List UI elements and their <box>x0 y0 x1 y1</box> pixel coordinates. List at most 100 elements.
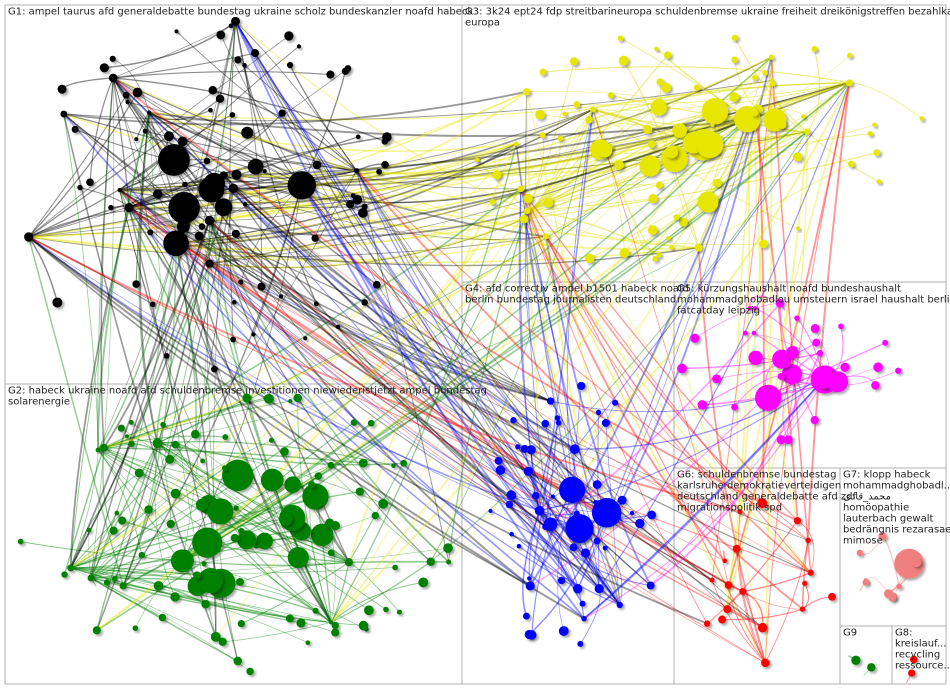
node <box>786 346 799 359</box>
edge <box>300 184 579 590</box>
group-label: G6: schuldenbremse bundestag <box>677 469 836 480</box>
node <box>264 393 275 404</box>
edge <box>490 510 600 590</box>
node <box>163 230 189 257</box>
edge <box>97 449 199 587</box>
node <box>313 301 319 307</box>
group-labels: G1: ampel taurus afd generaldebatte bund… <box>8 6 950 671</box>
edge <box>157 442 370 611</box>
node <box>559 476 586 504</box>
node <box>287 171 316 200</box>
edge <box>301 109 594 186</box>
edge <box>356 170 608 514</box>
node <box>673 214 680 221</box>
node <box>648 193 658 204</box>
edge <box>113 70 331 79</box>
edge <box>119 189 551 402</box>
node <box>124 434 130 439</box>
node <box>701 98 729 125</box>
edge <box>63 90 527 126</box>
edge <box>128 207 339 328</box>
edge <box>112 77 130 208</box>
edge <box>158 585 332 623</box>
node <box>172 167 178 173</box>
edge <box>523 77 755 220</box>
node <box>722 558 728 564</box>
node <box>353 168 360 174</box>
node <box>846 52 853 59</box>
node <box>191 429 200 439</box>
edge <box>119 189 811 574</box>
edge <box>102 447 115 531</box>
node <box>703 620 711 627</box>
node <box>807 569 814 576</box>
node <box>811 46 818 52</box>
edge <box>112 77 212 190</box>
edge <box>297 397 332 623</box>
edge <box>208 263 332 623</box>
node <box>909 655 918 664</box>
node <box>241 126 254 139</box>
edge <box>574 82 851 450</box>
edge <box>523 218 812 574</box>
edge <box>711 579 766 664</box>
node <box>784 435 793 445</box>
node <box>327 461 335 469</box>
node <box>146 110 152 115</box>
node <box>895 367 902 374</box>
edge <box>70 567 309 643</box>
edge <box>806 48 821 132</box>
node <box>607 92 614 99</box>
edge <box>801 540 809 610</box>
node <box>619 248 630 258</box>
edge <box>181 118 748 562</box>
edge <box>148 112 378 286</box>
nodes <box>17 16 925 677</box>
edge <box>28 143 517 238</box>
node <box>99 63 109 73</box>
node <box>132 280 141 288</box>
edge <box>90 442 159 579</box>
edge <box>545 525 621 606</box>
node <box>589 106 596 113</box>
edge <box>119 189 354 204</box>
node <box>654 46 659 51</box>
edge <box>523 61 575 220</box>
edge <box>524 152 877 220</box>
edge <box>154 443 176 598</box>
edge <box>97 77 114 451</box>
edge <box>89 77 114 183</box>
node <box>192 527 223 558</box>
edge <box>330 79 773 624</box>
node <box>525 581 535 591</box>
node <box>367 419 375 427</box>
node <box>489 199 496 205</box>
edge <box>181 82 850 562</box>
node <box>222 465 228 471</box>
edge <box>148 109 211 121</box>
node <box>302 483 329 510</box>
edge <box>28 207 185 238</box>
edge <box>209 262 608 514</box>
node <box>737 509 743 515</box>
edge <box>157 21 236 444</box>
node <box>198 223 206 230</box>
edge <box>604 547 623 605</box>
edge <box>184 246 741 513</box>
edge <box>668 82 850 239</box>
node <box>550 494 556 499</box>
node <box>838 323 844 330</box>
node <box>694 243 703 252</box>
edge <box>223 109 594 177</box>
edge <box>176 108 759 244</box>
edge <box>182 220 210 561</box>
edge <box>119 189 763 629</box>
edge <box>301 112 756 187</box>
node <box>230 533 239 543</box>
edge <box>128 207 432 563</box>
edge <box>148 111 517 153</box>
node <box>208 107 213 113</box>
node <box>871 381 880 390</box>
edge <box>753 112 799 521</box>
